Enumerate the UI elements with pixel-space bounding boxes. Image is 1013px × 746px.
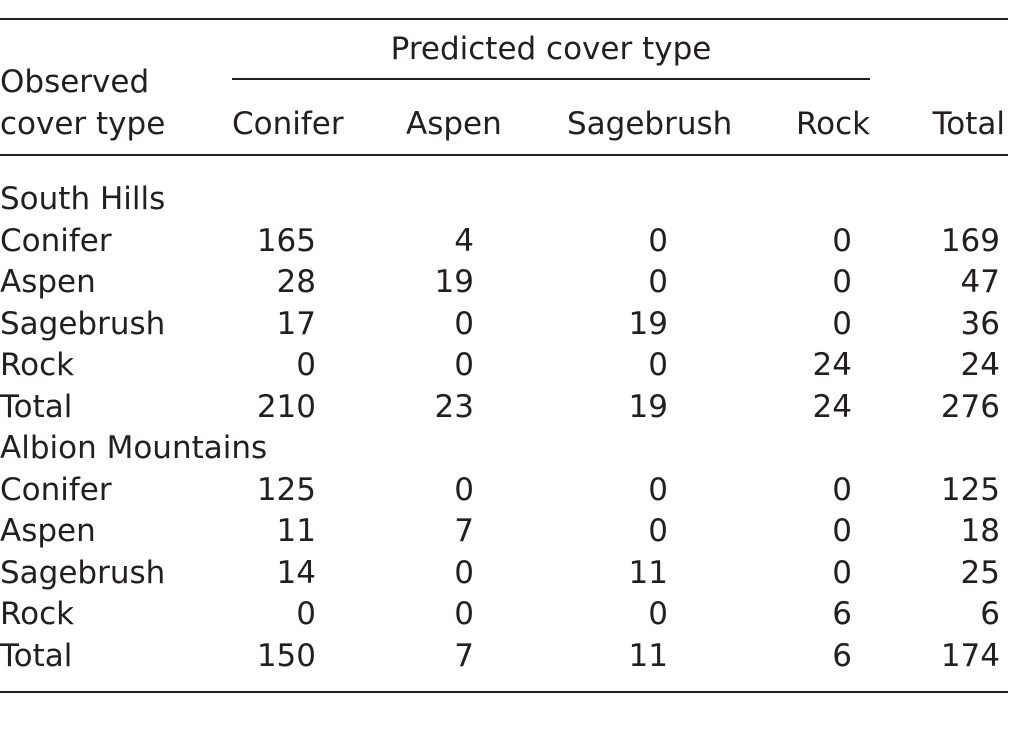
table-cell: 0 — [832, 222, 852, 259]
table-cell: 0 — [832, 305, 852, 342]
column-header-conifer: Conifer — [232, 106, 344, 142]
table-cell: 19 — [628, 305, 668, 342]
table-cell: 18 — [960, 513, 1000, 549]
table-cell: 24 — [812, 388, 852, 425]
table-cell: 24 — [812, 347, 852, 383]
table-cell: 7 — [454, 637, 474, 674]
table-cell: 6 — [980, 596, 1000, 632]
table-cell: 47 — [960, 264, 1000, 300]
row-label: Conifer — [0, 222, 112, 259]
table-cell: 150 — [256, 637, 316, 674]
table-top-rule — [0, 18, 1008, 20]
row-label: Total — [0, 388, 73, 425]
table-cell: 125 — [256, 471, 316, 508]
table-cell: 0 — [454, 305, 474, 342]
table-cell: 0 — [648, 471, 668, 508]
table-cell: 7 — [454, 513, 474, 549]
header-rule — [0, 154, 1008, 156]
table-cell: 0 — [832, 554, 852, 591]
section-heading: South Hills — [0, 181, 166, 217]
predicted-span-rule — [232, 78, 870, 80]
row-label: Sagebrush — [0, 305, 166, 342]
table-cell: 0 — [648, 513, 668, 549]
table-cell: 6 — [832, 596, 852, 632]
row-label: Aspen — [0, 264, 96, 300]
table-cell: 6 — [832, 637, 852, 674]
table-cell: 0 — [832, 513, 852, 549]
table-cell: 0 — [454, 554, 474, 591]
observed-header-line2: cover type — [0, 106, 166, 142]
table-cell: 0 — [454, 347, 474, 383]
observed-header-line1: Observed — [0, 64, 150, 100]
table-bottom-rule — [0, 691, 1008, 693]
table-cell: 276 — [940, 388, 1000, 425]
predicted-span-header: Predicted cover type — [390, 31, 712, 67]
table-cell: 14 — [276, 554, 316, 591]
table-cell: 19 — [434, 264, 474, 300]
table-cell: 210 — [256, 388, 316, 425]
row-label: Rock — [0, 596, 75, 632]
table-cell: 23 — [434, 388, 474, 425]
table-cell: 0 — [832, 264, 852, 300]
table-cell: 0 — [648, 222, 668, 259]
table-cell: 11 — [628, 637, 668, 674]
table-cell: 0 — [832, 471, 852, 508]
table-cell: 11 — [276, 513, 316, 549]
table-cell: 0 — [296, 347, 316, 383]
row-label: Aspen — [0, 513, 96, 549]
table-cell: 28 — [276, 264, 316, 300]
column-header-rock: Rock — [796, 106, 871, 142]
column-header-total: Total — [932, 106, 1005, 142]
table-cell: 0 — [454, 471, 474, 508]
row-label: Rock — [0, 347, 75, 383]
column-header-aspen: Aspen — [406, 106, 502, 142]
table-cell: 0 — [296, 596, 316, 632]
table-cell: 17 — [276, 305, 316, 342]
row-label: Sagebrush — [0, 554, 166, 591]
row-label: Conifer — [0, 471, 112, 508]
table-cell: 0 — [454, 596, 474, 632]
row-label: Total — [0, 637, 73, 674]
table-cell: 4 — [454, 222, 474, 259]
column-header-sagebrush: Sagebrush — [567, 106, 733, 142]
table-cell: 125 — [940, 471, 1000, 508]
table-cell: 11 — [628, 554, 668, 591]
table-cell: 174 — [940, 637, 1000, 674]
table-cell: 0 — [648, 264, 668, 300]
table-cell: 165 — [256, 222, 316, 259]
table-cell: 25 — [960, 554, 1000, 591]
table-cell: 0 — [648, 347, 668, 383]
table-cell: 24 — [960, 347, 1000, 383]
section-heading: Albion Mountains — [0, 430, 268, 466]
table-cell: 0 — [648, 596, 668, 632]
table-cell: 169 — [940, 222, 1000, 259]
table-cell: 19 — [628, 388, 668, 425]
table-cell: 36 — [960, 305, 1000, 342]
